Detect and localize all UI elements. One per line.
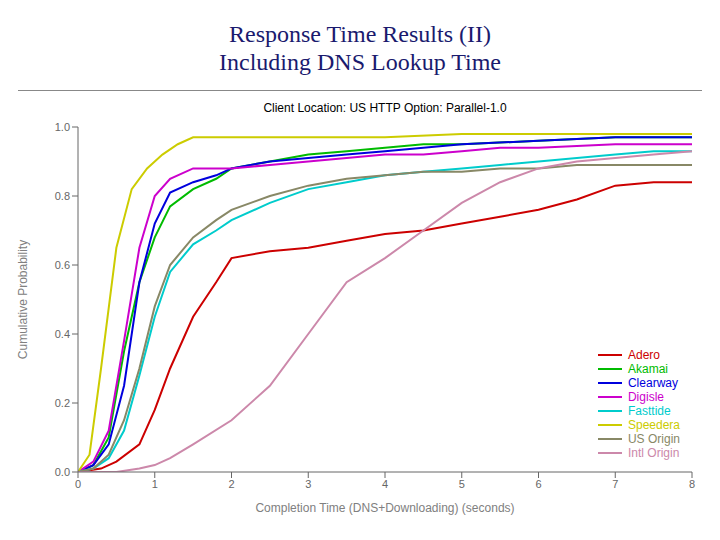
svg-text:0: 0 xyxy=(75,478,81,490)
svg-text:1: 1 xyxy=(152,478,158,490)
svg-text:2: 2 xyxy=(228,478,234,490)
html-text:Fasttide: Fasttide xyxy=(628,404,671,418)
svg-text:Cumulative Probability: Cumulative Probability xyxy=(16,240,30,359)
svg-text:0.8: 0.8 xyxy=(55,190,70,202)
svg-text:0.6: 0.6 xyxy=(55,259,70,271)
html-text:Clearway: Clearway xyxy=(628,376,678,390)
html-text:Speedera: Speedera xyxy=(628,418,680,432)
html-text:Response Time Results (II) Inc: Response Time Results (II) Including DNS… xyxy=(219,21,501,75)
html-text:Client Location: US HTTP Optio: Client Location: US HTTP Option: Paralle… xyxy=(263,101,507,115)
html-text:Adero: Adero xyxy=(628,348,660,362)
svg-text:0.4: 0.4 xyxy=(55,328,70,340)
svg-text:1.0: 1.0 xyxy=(55,121,70,133)
svg-text:6: 6 xyxy=(535,478,541,490)
svg-text:Completion Time (DNS+Downloadi: Completion Time (DNS+Downloading) (secon… xyxy=(255,501,514,515)
html-text:Intl Origin: Intl Origin xyxy=(628,446,680,460)
html-text:US Origin: US Origin xyxy=(628,432,680,446)
svg-text:7: 7 xyxy=(612,478,618,490)
svg-text:5: 5 xyxy=(459,478,465,490)
html-text:Akamai: Akamai xyxy=(628,362,668,376)
svg-text:3: 3 xyxy=(305,478,311,490)
svg-text:4: 4 xyxy=(382,478,388,490)
html-text:Digisle: Digisle xyxy=(628,390,664,404)
svg-text:8: 8 xyxy=(689,478,695,490)
svg-text:0.0: 0.0 xyxy=(55,466,70,478)
svg-text:0.2: 0.2 xyxy=(55,397,70,409)
